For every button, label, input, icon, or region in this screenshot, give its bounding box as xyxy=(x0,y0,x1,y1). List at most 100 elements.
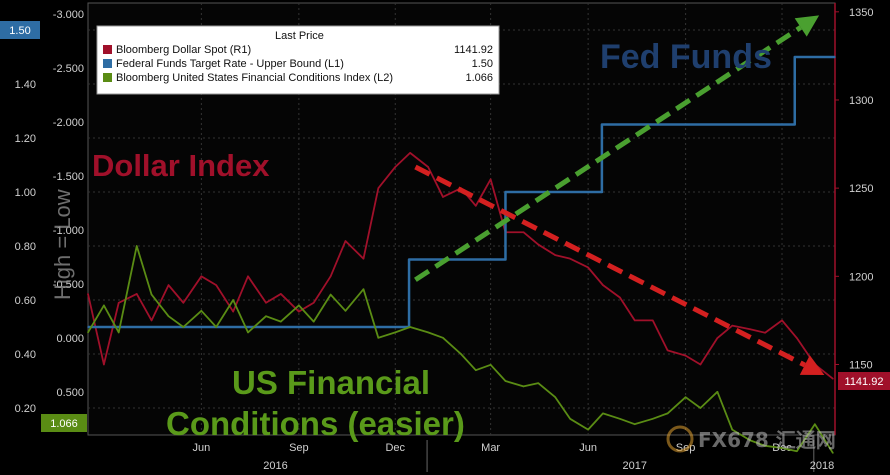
series-point-1 xyxy=(408,258,410,261)
series-point-0 xyxy=(232,310,234,313)
series-point-2 xyxy=(87,331,89,334)
tick-label-l2: -1.000 xyxy=(53,225,84,237)
tick-label-year: 2018 xyxy=(810,460,834,472)
tick-label-l1: 0.80 xyxy=(15,241,36,253)
series-point-0 xyxy=(442,196,444,198)
series-point-0 xyxy=(329,275,332,278)
series-point-2 xyxy=(832,452,834,454)
tick-label-x: Sep xyxy=(289,442,309,454)
watermark-text: FX678 汇通网 xyxy=(698,428,836,452)
series-point-0 xyxy=(781,319,783,322)
tick-label-r1: 1350 xyxy=(849,7,873,19)
tick-label-l2: 0.500 xyxy=(56,387,84,399)
series-point-2 xyxy=(460,353,462,355)
series-point-0 xyxy=(716,337,719,339)
series-point-0 xyxy=(554,254,557,256)
annotation-dollar-index: Dollar Index xyxy=(92,148,270,183)
series-point-0 xyxy=(764,331,766,334)
series-point-2 xyxy=(554,396,557,399)
tick-label-r1: 1300 xyxy=(849,95,873,107)
series-point-2 xyxy=(633,423,636,426)
series-point-0 xyxy=(699,363,702,366)
series-point-0 xyxy=(103,363,105,366)
annotation-fed-funds: Fed Funds xyxy=(600,38,772,76)
series-point-2 xyxy=(651,418,654,420)
legend-value-fed: 1.50 xyxy=(472,58,493,70)
series-point-2 xyxy=(619,418,621,420)
legend-swatch-fed xyxy=(103,59,112,68)
series-point-0 xyxy=(280,293,282,295)
series-point-0 xyxy=(312,301,315,304)
legend-header: Last Price xyxy=(275,30,324,42)
tick-label-x: Jun xyxy=(579,442,597,454)
series-point-0 xyxy=(537,243,540,246)
series-point-2 xyxy=(602,412,604,415)
series-point-2 xyxy=(504,380,507,382)
series-point-0 xyxy=(489,178,492,181)
series-point-2 xyxy=(716,391,719,393)
series-point-0 xyxy=(377,187,380,189)
series-point-2 xyxy=(117,331,120,334)
annotation-fci-line2: Conditions (easier) xyxy=(166,405,465,442)
series-point-1 xyxy=(504,191,507,193)
legend-label-fci: Bloomberg United States Financial Condit… xyxy=(116,72,393,84)
series-point-1 xyxy=(87,326,89,328)
series-point-0 xyxy=(684,354,687,357)
series-point-0 xyxy=(265,301,267,304)
last-label-l2: 1.066 xyxy=(41,414,87,432)
series-point-2 xyxy=(522,385,525,388)
series-point-0 xyxy=(587,266,589,269)
last-label-l1-text: 1.50 xyxy=(9,25,30,37)
series-point-2 xyxy=(427,331,429,334)
series-point-2 xyxy=(781,447,783,449)
series-point-2 xyxy=(489,364,492,366)
series-point-0 xyxy=(117,301,120,304)
last-label-l2-text: 1.066 xyxy=(50,418,78,430)
series-line-1 xyxy=(88,55,835,329)
series-point-0 xyxy=(749,328,752,331)
tick-label-l1: 0.40 xyxy=(15,349,36,361)
series-point-0 xyxy=(602,284,604,286)
series-point-0 xyxy=(651,319,654,322)
series-point-0 xyxy=(247,275,249,278)
arrow-layer xyxy=(414,15,825,376)
axis-layer: 1.601.401.201.000.800.600.400.20-3.000-2… xyxy=(15,3,873,472)
tick-label-r1: 1150 xyxy=(849,359,873,371)
series-point-2 xyxy=(666,412,669,415)
series-point-2 xyxy=(587,428,589,431)
series-point-0 xyxy=(731,324,734,327)
series-point-0 xyxy=(666,349,669,352)
series-point-0 xyxy=(796,337,798,339)
tick-label-l1: 1.00 xyxy=(15,187,36,199)
series-point-2 xyxy=(475,369,477,372)
legend-value-fci: 1.066 xyxy=(465,72,493,84)
trend-arrow-shaft-1 xyxy=(414,25,803,282)
series-point-2 xyxy=(377,337,380,339)
series-point-0 xyxy=(215,284,218,286)
series-point-2 xyxy=(731,428,734,431)
series-point-0 xyxy=(619,296,621,299)
series-point-2 xyxy=(312,320,315,323)
series-point-2 xyxy=(182,326,185,328)
tick-label-l1: 1.20 xyxy=(15,133,36,145)
series-point-0 xyxy=(87,293,89,295)
legend-swatch-dollar xyxy=(103,45,112,54)
tick-label-x: Mar xyxy=(481,442,500,454)
series-point-2 xyxy=(135,245,138,247)
series-point-2 xyxy=(298,304,300,307)
series-point-2 xyxy=(265,315,267,318)
series-point-2 xyxy=(699,407,702,409)
tick-label-l1: 0.60 xyxy=(15,295,36,307)
tick-label-year: 2017 xyxy=(622,460,646,472)
trend-arrow-head-1 xyxy=(794,15,820,37)
series-point-2 xyxy=(247,331,249,334)
series-point-2 xyxy=(537,382,540,384)
series-point-2 xyxy=(442,337,444,339)
tick-label-l2: -0.500 xyxy=(53,279,84,291)
last-label-l1: 1.50 xyxy=(0,21,40,39)
series-point-0 xyxy=(394,166,397,168)
series-point-0 xyxy=(832,377,834,380)
annotation-axis-note: High = Low xyxy=(50,189,75,300)
legend-value-dollar: 1141.92 xyxy=(454,44,493,56)
